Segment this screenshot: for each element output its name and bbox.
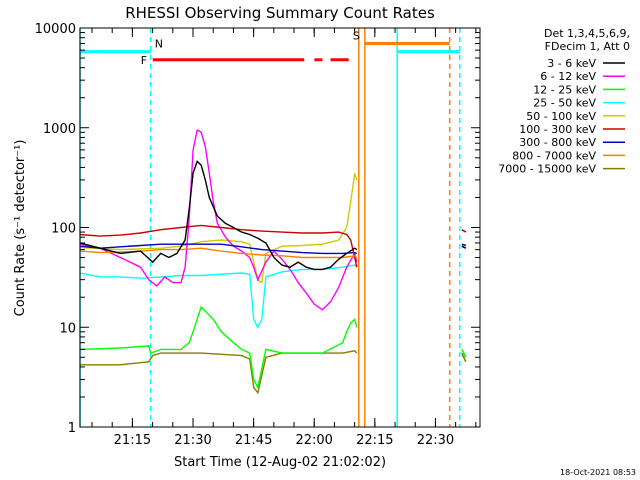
axis-tick-labels: 1 10 100 1000 10000 21:15 21:30 21:45 22:00 22:15… [35, 22, 455, 448]
y-axis-label: Count Rate (s⁻¹ detector⁻¹) [13, 140, 28, 317]
legend-header-line-2: FDecim 1, Att 0 [545, 40, 630, 53]
legend-label-6: 300 - 800 keV [519, 136, 596, 149]
x-tick-label-1: 21:30 [174, 433, 211, 448]
y-tick-label-1: 10 [59, 321, 76, 336]
chart-title: RHESSI Observing Summary Count Rates [125, 4, 435, 22]
x-axis-label: Start Time (12-Aug-02 21:02:02) [174, 455, 386, 470]
series-line-4 [79, 172, 358, 284]
legend-label-7: 800 - 7000 keV [512, 149, 596, 162]
y-tick-label-0: 1 [68, 421, 76, 436]
legend-label-2: 12 - 25 keV [533, 83, 596, 96]
legend-label-0: 3 - 6 keV [547, 57, 596, 70]
x-tick-label-0: 21:15 [114, 433, 151, 448]
legend-header-line-1: Det 1,3,4,5,6,9, [544, 27, 630, 40]
series-line-3 [79, 264, 358, 329]
series-line-2 [79, 305, 358, 390]
late-segment-line-2 [461, 245, 467, 249]
series-line-0 [79, 160, 358, 271]
series-line-5 [79, 224, 358, 268]
late-segment-line-0 [461, 229, 467, 233]
flag-f-label: F [141, 54, 147, 67]
series-line-1 [79, 128, 358, 311]
flag-n-label: N [155, 38, 163, 51]
x-tick-label-3: 22:00 [295, 433, 332, 448]
x-tick-label-2: 21:45 [235, 433, 272, 448]
series-line-7 [79, 247, 358, 259]
legend-label-5: 100 - 300 keV [519, 123, 596, 136]
x-tick-label-5: 22:30 [417, 433, 454, 448]
x-tick-label-4: 22:15 [356, 433, 393, 448]
late-segment-line-4 [461, 349, 467, 358]
legend-label-1: 6 - 12 keV [540, 70, 596, 83]
y-tick-label-3: 1000 [43, 122, 76, 137]
flag-s-label: S [353, 29, 360, 42]
late-segment-line-3 [461, 352, 467, 363]
late-segment-line-1 [461, 243, 467, 247]
legend-label-8: 7000 - 15000 keV [498, 163, 596, 176]
timestamp: 18-Oct-2021 08:53 [560, 468, 636, 477]
series-line-8 [80, 350, 358, 395]
legend-label-4: 50 - 100 keV [526, 110, 596, 123]
legend-label-3: 25 - 50 keV [533, 97, 596, 110]
y-tick-label-2: 100 [51, 222, 76, 237]
plot-frame [79, 27, 481, 428]
plot-area: NF S [79, 28, 467, 427]
series-line-6 [79, 243, 358, 255]
y-tick-label-4: 10000 [35, 22, 76, 37]
axis-ticks [80, 27, 480, 428]
